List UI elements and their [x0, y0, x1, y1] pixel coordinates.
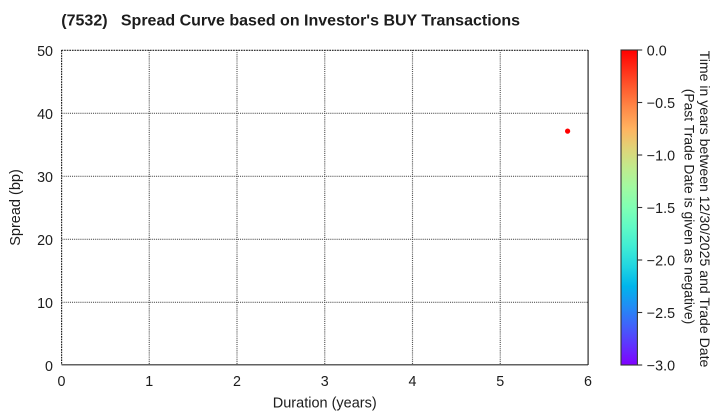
svg-text:−2.0: −2.0	[647, 254, 675, 270]
svg-text:50: 50	[37, 44, 53, 60]
svg-text:(7532) Spread Curve based on: (7532) Spread Curve based on Investor's …	[61, 13, 520, 30]
svg-text:5: 5	[496, 374, 504, 390]
svg-text:(Past Trade Date is given as n: (Past Trade Date is given as negative)	[682, 89, 698, 325]
svg-text:−3.0: −3.0	[647, 359, 675, 375]
svg-text:−0.5: −0.5	[647, 96, 675, 112]
svg-text:1: 1	[145, 374, 153, 390]
svg-text:40: 40	[37, 107, 53, 123]
svg-text:10: 10	[37, 296, 53, 312]
svg-text:0.0: 0.0	[647, 44, 667, 60]
svg-text:−1.0: −1.0	[647, 149, 675, 165]
svg-text:3: 3	[321, 374, 329, 390]
svg-text:30: 30	[37, 170, 53, 186]
svg-text:2: 2	[233, 374, 241, 390]
svg-text:0: 0	[45, 359, 53, 375]
svg-text:4: 4	[409, 374, 417, 390]
svg-text:0: 0	[58, 374, 66, 390]
svg-text:Duration (years): Duration (years)	[273, 396, 377, 412]
svg-text:−1.5: −1.5	[647, 201, 675, 217]
svg-text:6: 6	[584, 374, 592, 390]
svg-text:Spread (bp): Spread (bp)	[8, 169, 24, 246]
svg-text:20: 20	[37, 233, 53, 249]
svg-text:−2.5: −2.5	[647, 306, 675, 322]
svg-text:Time in years between 12/30/20: Time in years between 12/30/2025 and Tra…	[697, 51, 713, 368]
